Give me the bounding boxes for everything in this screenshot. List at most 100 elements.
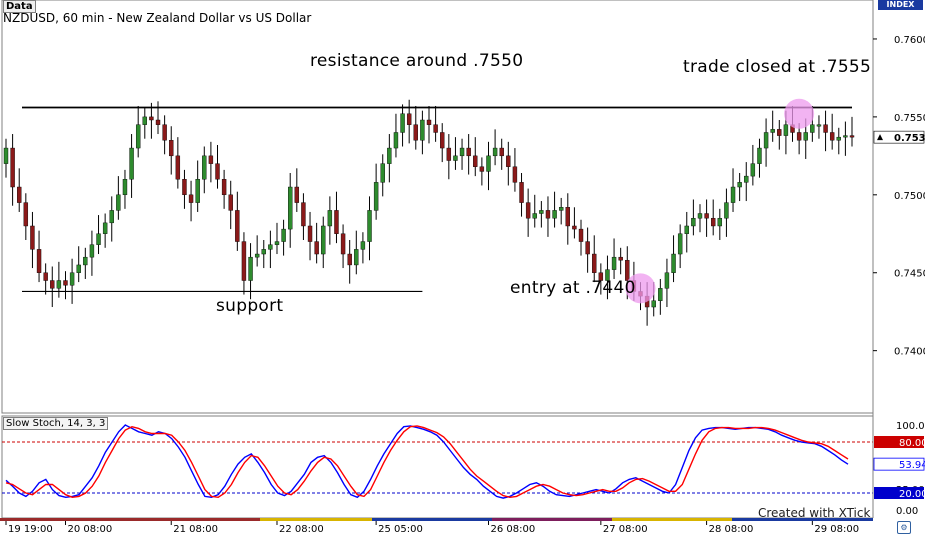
candle-body bbox=[849, 135, 855, 138]
candle-body bbox=[241, 241, 247, 281]
candle-body bbox=[301, 202, 306, 227]
candle-body bbox=[281, 228, 286, 242]
candle-body bbox=[558, 207, 564, 211]
exit-annotation: trade closed at .7555 bbox=[683, 57, 872, 77]
resistance-annotation: resistance around .7550 bbox=[310, 51, 524, 71]
last-price-arrow-icon bbox=[877, 134, 883, 141]
candle-body bbox=[175, 155, 181, 180]
candle-body bbox=[677, 233, 683, 255]
candle-body bbox=[413, 124, 418, 141]
candle-body bbox=[327, 210, 333, 227]
candle-body bbox=[387, 147, 392, 164]
time-tick-label: 19 19:00 bbox=[8, 524, 53, 535]
candle-body bbox=[235, 210, 240, 242]
candle-body bbox=[473, 155, 478, 167]
candle-body bbox=[479, 166, 485, 172]
price-tick-label: 0.7550 bbox=[894, 113, 925, 124]
stoch-tick-label: 100.00 bbox=[896, 421, 925, 432]
candle-body bbox=[89, 244, 95, 258]
time-tick-label: 26 08:00 bbox=[490, 524, 535, 535]
candle-body bbox=[691, 217, 696, 227]
candle-body bbox=[843, 135, 848, 138]
candle-body bbox=[605, 269, 610, 281]
candle-body bbox=[757, 147, 762, 164]
candle-body bbox=[426, 119, 432, 125]
candle-body bbox=[836, 136, 841, 141]
entry-annotation: entry at .7440 bbox=[510, 278, 636, 298]
candle-body bbox=[829, 132, 835, 141]
candle-body bbox=[803, 132, 808, 141]
candles-group bbox=[3, 99, 855, 326]
settings-icon[interactable]: ⚙ bbox=[897, 521, 911, 534]
entry-highlight bbox=[625, 273, 656, 304]
candle-body bbox=[400, 113, 405, 133]
time-tick-label: 28 08:00 bbox=[709, 524, 754, 535]
candle-body bbox=[36, 249, 42, 273]
candle-body bbox=[506, 155, 511, 167]
time-tick-label: 25 05:00 bbox=[378, 524, 423, 535]
candle-body bbox=[30, 225, 35, 250]
candle-body bbox=[182, 179, 187, 196]
candle-body bbox=[307, 225, 313, 242]
candle-body bbox=[360, 241, 366, 250]
candle-body bbox=[43, 272, 48, 281]
time-tick-label: 29 08:00 bbox=[814, 524, 859, 535]
candle-body bbox=[393, 132, 399, 149]
candle-body bbox=[823, 124, 828, 133]
candle-body bbox=[340, 233, 346, 255]
candle-body bbox=[552, 210, 557, 219]
credit-text: Created with XTick bbox=[758, 506, 871, 520]
time-axis bbox=[0, 518, 925, 535]
candle-body bbox=[420, 119, 425, 141]
oversold-tag-label: 20.00 bbox=[899, 489, 925, 500]
candle-body bbox=[737, 182, 742, 188]
candle-body bbox=[671, 253, 676, 273]
candle-body bbox=[783, 124, 789, 136]
candle-body bbox=[76, 264, 81, 273]
candle-body bbox=[149, 116, 154, 121]
candle-body bbox=[102, 222, 108, 234]
stoch-tick-label: 0.00 bbox=[896, 506, 918, 517]
candle-body bbox=[228, 194, 233, 211]
candle-body bbox=[155, 119, 161, 125]
candle-body bbox=[195, 179, 200, 203]
overbought-tag-label: 80.00 bbox=[899, 438, 925, 449]
main-price-panel bbox=[1, 0, 874, 414]
candle-body bbox=[459, 147, 465, 157]
index-tab[interactable]: INDEX bbox=[878, 0, 923, 10]
data-tab[interactable]: Data bbox=[3, 0, 36, 13]
candle-body bbox=[658, 288, 663, 301]
candle-body bbox=[122, 179, 128, 196]
time-tick-label: 22 08:00 bbox=[279, 524, 324, 535]
candle-body bbox=[261, 249, 266, 255]
candle-body bbox=[486, 155, 491, 172]
candle-body bbox=[572, 225, 577, 230]
candle-body bbox=[730, 186, 736, 203]
candle-body bbox=[664, 272, 670, 289]
candle-body bbox=[129, 147, 134, 180]
candle-body bbox=[724, 202, 729, 219]
candle-body bbox=[135, 124, 141, 149]
candle-body bbox=[697, 213, 703, 219]
candle-body bbox=[321, 225, 326, 255]
candle-body bbox=[466, 147, 471, 157]
candle-body bbox=[254, 253, 260, 258]
candle-body bbox=[354, 249, 359, 266]
candle-body bbox=[810, 124, 815, 133]
last-price-label: 0.7537 bbox=[894, 133, 925, 144]
stoch-title: Slow Stoch, 14, 3, 3 bbox=[3, 417, 109, 430]
stoch-k-line bbox=[5, 424, 849, 499]
candle-body bbox=[96, 233, 101, 245]
highlights-group bbox=[625, 98, 815, 304]
candle-body bbox=[367, 210, 372, 242]
candle-body bbox=[17, 186, 22, 203]
oversold-tag bbox=[874, 487, 924, 499]
candle-body bbox=[453, 155, 458, 161]
candle-body bbox=[347, 253, 352, 266]
candle-body bbox=[215, 163, 220, 180]
candle-body bbox=[69, 272, 75, 286]
candle-body bbox=[314, 241, 319, 255]
candle-body bbox=[796, 132, 802, 141]
